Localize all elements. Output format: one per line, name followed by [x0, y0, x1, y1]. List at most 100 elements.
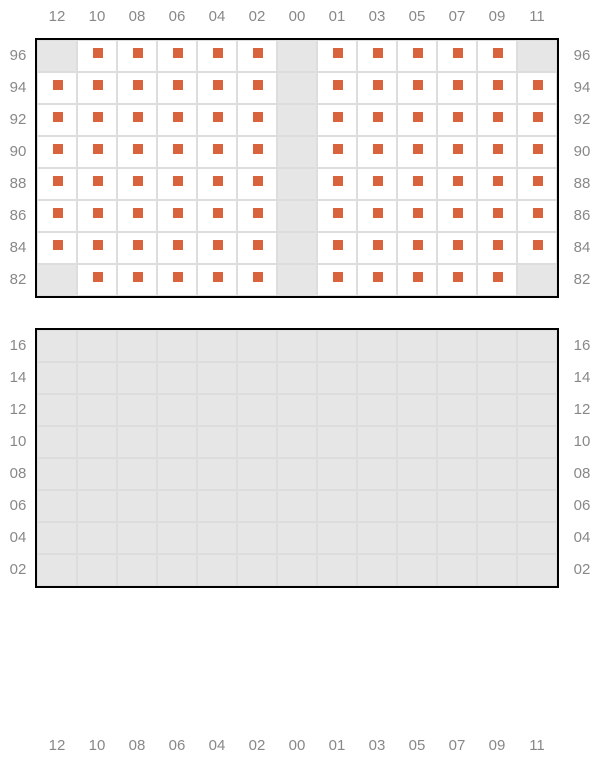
- seat-cell[interactable]: [517, 136, 557, 168]
- seat-cell[interactable]: [77, 168, 117, 200]
- seat-cell[interactable]: [357, 232, 397, 264]
- seat-cell[interactable]: [77, 136, 117, 168]
- seat-cell[interactable]: [477, 104, 517, 136]
- seat-cell[interactable]: [517, 200, 557, 232]
- seat-cell[interactable]: [357, 136, 397, 168]
- seat-cell[interactable]: [477, 200, 517, 232]
- seat-cell[interactable]: [517, 232, 557, 264]
- seat-cell[interactable]: [197, 40, 237, 72]
- seat-cell[interactable]: [77, 40, 117, 72]
- seat-cell[interactable]: [157, 40, 197, 72]
- seat-cell[interactable]: [157, 200, 197, 232]
- seat-cell[interactable]: [237, 72, 277, 104]
- seat-cell[interactable]: [317, 200, 357, 232]
- seat-cell[interactable]: [197, 200, 237, 232]
- seat-cell[interactable]: [397, 232, 437, 264]
- seat-cell[interactable]: [317, 232, 357, 264]
- seat-cell[interactable]: [157, 168, 197, 200]
- seat-cell[interactable]: [117, 264, 157, 296]
- seat-cell[interactable]: [117, 104, 157, 136]
- seat-cell[interactable]: [517, 104, 557, 136]
- seat-cell[interactable]: [317, 40, 357, 72]
- seat-cell[interactable]: [157, 232, 197, 264]
- seat-cell[interactable]: [477, 40, 517, 72]
- seat-cell[interactable]: [397, 72, 437, 104]
- seat-cell[interactable]: [357, 104, 397, 136]
- seat-cell[interactable]: [37, 104, 77, 136]
- seat-cell[interactable]: [77, 232, 117, 264]
- seat-cell[interactable]: [37, 232, 77, 264]
- seat-cell[interactable]: [157, 136, 197, 168]
- seat-cell[interactable]: [77, 72, 117, 104]
- seat-cell[interactable]: [357, 72, 397, 104]
- seat-cell[interactable]: [117, 232, 157, 264]
- seat-cell[interactable]: [477, 72, 517, 104]
- seat-cell[interactable]: [37, 200, 77, 232]
- seat-marker-icon: [133, 112, 143, 122]
- seat-cell[interactable]: [197, 232, 237, 264]
- seat-cell[interactable]: [237, 104, 277, 136]
- seat-cell[interactable]: [437, 72, 477, 104]
- seat-cell[interactable]: [437, 136, 477, 168]
- seat-cell[interactable]: [197, 264, 237, 296]
- seat-cell[interactable]: [477, 264, 517, 296]
- seat-cell[interactable]: [197, 136, 237, 168]
- seat-cell[interactable]: [117, 136, 157, 168]
- seat-cell[interactable]: [397, 104, 437, 136]
- seat-cell[interactable]: [397, 200, 437, 232]
- seat-marker-icon: [413, 80, 423, 90]
- seat-cell[interactable]: [397, 168, 437, 200]
- seat-cell[interactable]: [397, 40, 437, 72]
- seat-cell[interactable]: [477, 232, 517, 264]
- seat-cell[interactable]: [357, 168, 397, 200]
- row-label-right: 06: [570, 490, 594, 522]
- seat-cell[interactable]: [437, 232, 477, 264]
- seat-cell: [277, 232, 317, 264]
- seat-cell[interactable]: [117, 72, 157, 104]
- seat-cell[interactable]: [37, 168, 77, 200]
- seat-cell[interactable]: [317, 168, 357, 200]
- seat-cell[interactable]: [77, 104, 117, 136]
- seat-cell[interactable]: [37, 72, 77, 104]
- seat-cell[interactable]: [117, 40, 157, 72]
- seat-cell[interactable]: [157, 264, 197, 296]
- seat-cell[interactable]: [437, 168, 477, 200]
- seat-cell[interactable]: [317, 264, 357, 296]
- seat-cell[interactable]: [197, 72, 237, 104]
- seat-cell[interactable]: [237, 40, 277, 72]
- seat-cell[interactable]: [517, 168, 557, 200]
- seat-cell[interactable]: [77, 264, 117, 296]
- seat-cell[interactable]: [237, 232, 277, 264]
- seat-cell[interactable]: [437, 40, 477, 72]
- seat-cell[interactable]: [157, 72, 197, 104]
- seat-cell[interactable]: [77, 200, 117, 232]
- seat-cell[interactable]: [237, 264, 277, 296]
- seat-cell[interactable]: [357, 40, 397, 72]
- seat-cell[interactable]: [317, 104, 357, 136]
- seat-cell[interactable]: [437, 104, 477, 136]
- seat-cell[interactable]: [477, 136, 517, 168]
- seat-cell[interactable]: [117, 200, 157, 232]
- seat-marker-icon: [173, 112, 183, 122]
- seat-cell[interactable]: [477, 168, 517, 200]
- seat-cell[interactable]: [357, 200, 397, 232]
- seat-cell[interactable]: [117, 168, 157, 200]
- seat-cell[interactable]: [357, 264, 397, 296]
- seat-cell[interactable]: [397, 264, 437, 296]
- seat-cell[interactable]: [197, 168, 237, 200]
- seat-cell[interactable]: [317, 72, 357, 104]
- seat-marker-icon: [413, 112, 423, 122]
- seat-cell[interactable]: [317, 136, 357, 168]
- seat-cell[interactable]: [237, 136, 277, 168]
- seat-cell[interactable]: [197, 104, 237, 136]
- seat-cell[interactable]: [37, 136, 77, 168]
- seat-cell[interactable]: [397, 136, 437, 168]
- seat-cell[interactable]: [437, 200, 477, 232]
- seat-cell[interactable]: [517, 72, 557, 104]
- seat-cell[interactable]: [237, 200, 277, 232]
- seat-marker-icon: [493, 80, 503, 90]
- seat-marker-icon: [373, 112, 383, 122]
- seat-cell[interactable]: [237, 168, 277, 200]
- seat-cell[interactable]: [157, 104, 197, 136]
- seat-cell[interactable]: [437, 264, 477, 296]
